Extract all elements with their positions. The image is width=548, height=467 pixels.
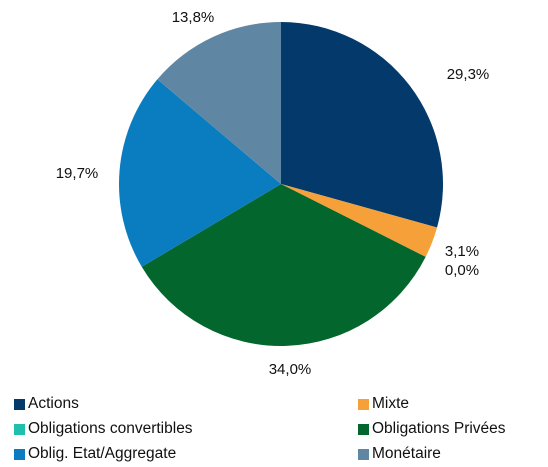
legend-label-obligations-convertibles: Obligations convertibles xyxy=(28,420,193,438)
legend-item-mixte: Mixte xyxy=(358,393,409,415)
legend-item-monetaire: Monétaire xyxy=(358,443,441,465)
legend-item-obligations-convertibles: Obligations convertibles xyxy=(14,418,193,440)
chart-legend: Actions Mixte Obligations convertibles O… xyxy=(14,393,548,467)
legend-item-oblig-etat-aggregate: Oblig. Etat/Aggregate xyxy=(14,443,176,465)
legend-swatch-obligations-convertibles xyxy=(14,424,25,435)
legend-label-oblig-etat-aggregate: Oblig. Etat/Aggregate xyxy=(28,445,176,463)
legend-label-actions: Actions xyxy=(28,395,79,413)
pie-slices xyxy=(119,22,443,346)
legend-label-obligations-privees: Obligations Privées xyxy=(372,420,506,438)
legend-label-monetaire: Monétaire xyxy=(372,445,441,463)
data-label-obligations-convertibles: 0,0% xyxy=(445,262,479,279)
legend-swatch-actions xyxy=(14,399,25,410)
data-label-actions: 29,3% xyxy=(447,66,490,83)
legend-item-obligations-privees: Obligations Privées xyxy=(358,418,506,440)
pie-chart: 29,3% 3,1% 0,0% 34,0% 19,7% 13,8% xyxy=(0,0,548,390)
legend-label-mixte: Mixte xyxy=(372,395,409,413)
data-label-obligations-privees: 34,0% xyxy=(269,361,312,378)
data-label-oblig-etat-aggregate: 19,7% xyxy=(56,165,99,182)
legend-item-actions: Actions xyxy=(14,393,79,415)
data-label-mixte: 3,1% xyxy=(445,243,479,260)
legend-swatch-obligations-privees xyxy=(358,424,369,435)
data-label-monetaire: 13,8% xyxy=(172,9,215,26)
legend-swatch-oblig-etat-aggregate xyxy=(14,449,25,460)
legend-swatch-monetaire xyxy=(358,449,369,460)
legend-swatch-mixte xyxy=(358,399,369,410)
